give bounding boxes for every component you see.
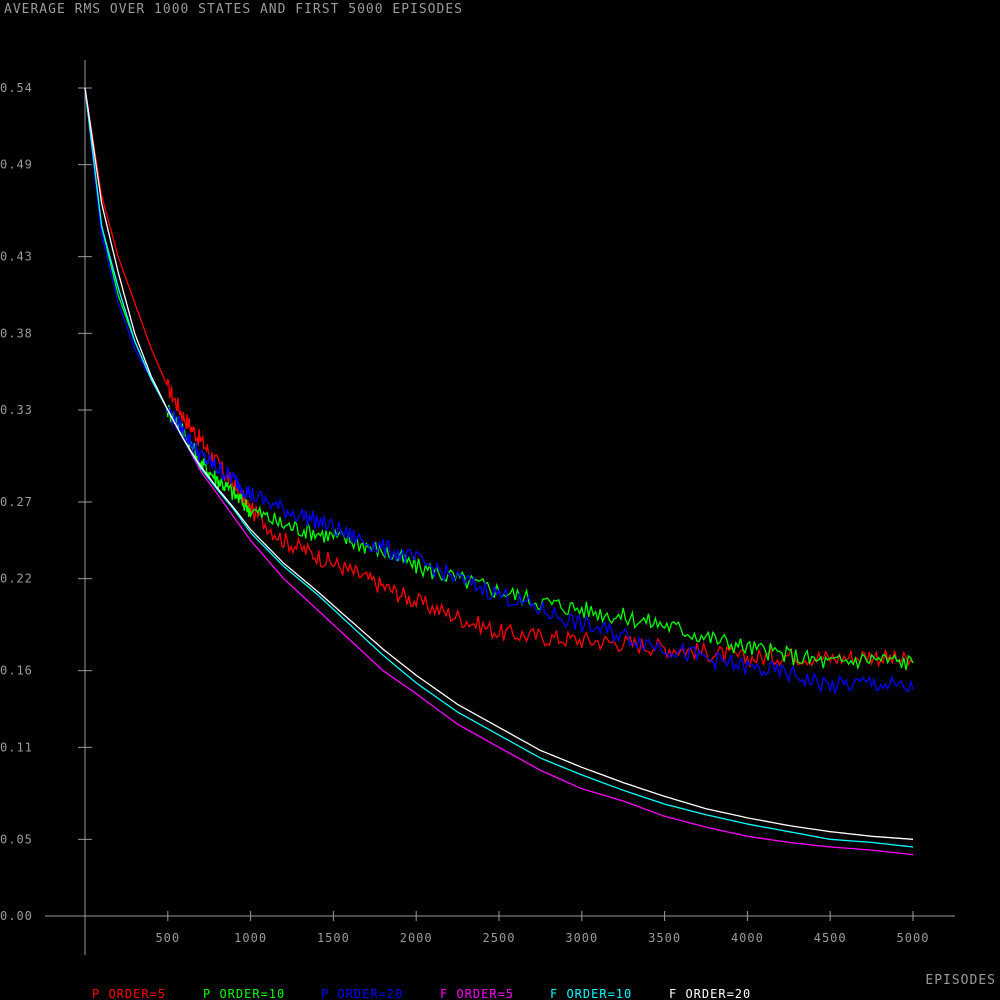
legend-entry: F ORDER=10 bbox=[550, 987, 632, 1000]
x-tick-label: 4000 bbox=[731, 931, 764, 945]
chart-title: AVERAGE RMS OVER 1000 STATES AND FIRST 5… bbox=[4, 2, 463, 17]
x-tick-label: 2000 bbox=[400, 931, 433, 945]
legend-entry: F ORDER=20 bbox=[669, 987, 751, 1000]
series-line bbox=[84, 87, 914, 668]
y-tick-label: 0.22 bbox=[0, 572, 33, 586]
x-tick-label: 1500 bbox=[317, 931, 350, 945]
x-axis-label: EPISODES bbox=[925, 973, 996, 988]
y-tick-label: 0.54 bbox=[0, 81, 33, 95]
series-line bbox=[84, 87, 914, 671]
legend-entry: F ORDER=5 bbox=[440, 987, 514, 1000]
series-line bbox=[84, 87, 914, 848]
y-tick-label: 0.49 bbox=[0, 158, 33, 172]
y-tick-label: 0.38 bbox=[0, 326, 33, 340]
x-tick-label: 3000 bbox=[565, 931, 598, 945]
y-tick-label: 0.16 bbox=[0, 664, 33, 678]
series-line bbox=[84, 87, 914, 840]
series-line bbox=[84, 87, 914, 695]
x-tick-label: 4500 bbox=[814, 931, 847, 945]
x-tick-label: 3500 bbox=[648, 931, 681, 945]
y-tick-label: 0.00 bbox=[0, 909, 33, 923]
y-tick-label: 0.27 bbox=[0, 495, 33, 509]
y-tick-label: 0.43 bbox=[0, 250, 33, 264]
series-line bbox=[84, 87, 914, 856]
legend-entry: P ORDER=20 bbox=[321, 987, 403, 1000]
y-tick-label: 0.11 bbox=[0, 740, 33, 754]
legend-entry: P ORDER=10 bbox=[203, 987, 285, 1000]
legend-entry: P ORDER=5 bbox=[92, 987, 166, 1000]
x-tick-label: 2500 bbox=[483, 931, 516, 945]
x-tick-label: 1000 bbox=[234, 931, 267, 945]
x-tick-label: 500 bbox=[155, 931, 180, 945]
y-tick-label: 0.05 bbox=[0, 832, 33, 846]
x-tick-label: 5000 bbox=[897, 931, 930, 945]
y-tick-label: 0.33 bbox=[0, 403, 33, 417]
